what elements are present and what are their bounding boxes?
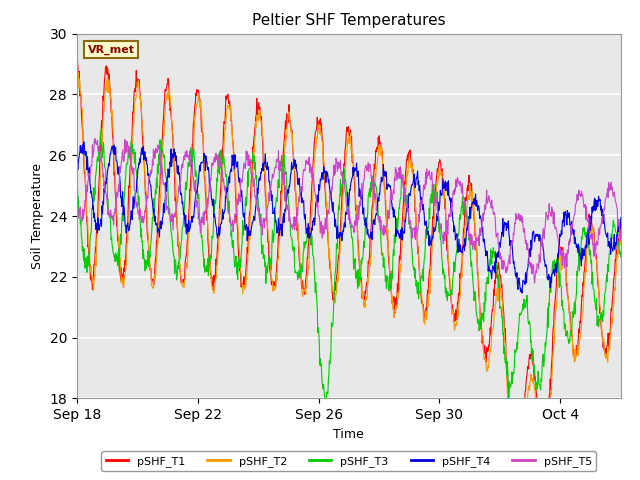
pSHF_T3 [467,263,475,269]
pSHF_T5 [218,160,225,166]
pSHF_T5 [276,162,284,168]
Line: pSHF_T1: pSHF_T1 [77,60,621,480]
Title: Peltier SHF Temperatures: Peltier SHF Temperatures [252,13,445,28]
pSHF_T3 [617,254,625,260]
pSHF_T1 [355,238,362,243]
pSHF_T1 [145,240,152,246]
pSHF_T4 [355,168,362,174]
pSHF_T4 [617,215,625,220]
pSHF_T2 [582,259,590,265]
pSHF_T5 [531,280,538,286]
pSHF_T1 [276,222,284,228]
pSHF_T5 [617,238,625,243]
pSHF_T1 [74,57,81,63]
pSHF_T5 [73,205,81,211]
Line: pSHF_T4: pSHF_T4 [77,142,621,293]
pSHF_T1 [467,190,474,195]
pSHF_T5 [92,136,99,142]
pSHF_T3 [73,186,81,192]
pSHF_T3 [145,264,152,269]
pSHF_T4 [582,245,590,251]
pSHF_T5 [582,204,590,209]
Y-axis label: Soil Temperature: Soil Temperature [31,163,44,269]
pSHF_T4 [145,171,152,177]
pSHF_T5 [467,233,474,239]
pSHF_T3 [97,129,104,134]
pSHF_T2 [73,71,81,77]
pSHF_T3 [321,406,329,412]
pSHF_T4 [467,216,474,221]
pSHF_T2 [276,239,284,245]
pSHF_T1 [617,222,625,228]
Text: VR_met: VR_met [88,45,134,55]
pSHF_T2 [74,69,82,75]
Line: pSHF_T2: pSHF_T2 [77,72,621,480]
pSHF_T1 [218,160,225,166]
pSHF_T2 [617,235,625,241]
pSHF_T2 [355,252,362,258]
pSHF_T4 [518,290,526,296]
pSHF_T5 [145,180,152,186]
pSHF_T4 [218,221,225,227]
pSHF_T1 [582,237,590,242]
Line: pSHF_T3: pSHF_T3 [77,132,621,409]
X-axis label: Time: Time [333,428,364,441]
Line: pSHF_T5: pSHF_T5 [77,139,621,283]
pSHF_T4 [80,139,88,145]
pSHF_T3 [218,153,225,159]
Legend: pSHF_T1, pSHF_T2, pSHF_T3, pSHF_T4, pSHF_T5: pSHF_T1, pSHF_T2, pSHF_T3, pSHF_T4, pSHF… [101,451,596,471]
pSHF_T3 [355,283,362,289]
pSHF_T2 [218,191,225,197]
pSHF_T5 [355,203,362,208]
pSHF_T3 [276,165,284,171]
pSHF_T2 [145,236,152,241]
pSHF_T4 [276,232,284,238]
pSHF_T2 [467,192,474,198]
pSHF_T3 [582,237,590,242]
pSHF_T1 [73,66,81,72]
pSHF_T4 [73,167,81,172]
